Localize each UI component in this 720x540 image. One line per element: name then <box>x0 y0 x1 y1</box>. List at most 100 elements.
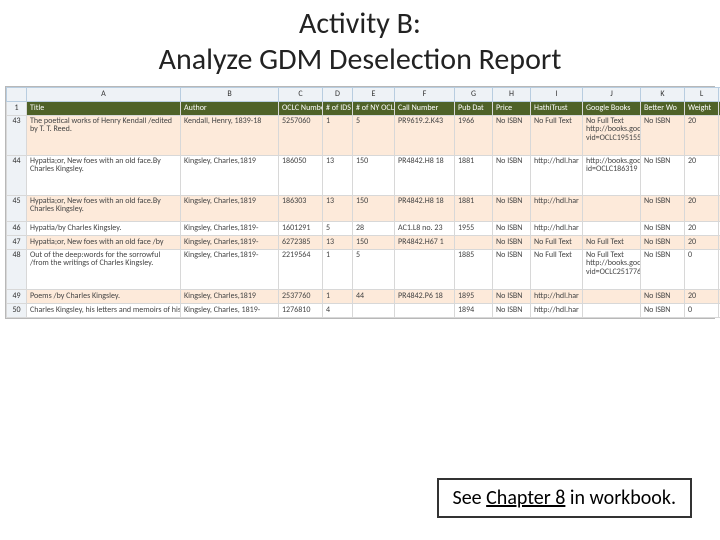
cell[interactable]: Charles Kingsley, his letters and memoir… <box>27 304 181 318</box>
cell[interactable]: No ISBN <box>641 236 685 250</box>
cell[interactable]: Kendall, Henry, 1839-18 <box>181 116 279 156</box>
cell[interactable]: AC1.L8 no. 23 <box>395 222 455 236</box>
row-number[interactable]: 43 <box>7 116 27 156</box>
cell[interactable]: 1885 <box>455 250 493 290</box>
cell[interactable]: 13 <box>323 156 353 196</box>
cell[interactable]: No ISBN <box>493 250 531 290</box>
cell[interactable]: http://books.google.com/books?id=OCLC186… <box>583 156 641 196</box>
cell[interactable]: No ISBN <box>641 304 685 318</box>
cell[interactable]: PR4842.P6 18 <box>395 290 455 304</box>
cell[interactable]: 20 <box>685 236 719 250</box>
cell[interactable]: No ISBN <box>641 250 685 290</box>
row-number[interactable]: 50 <box>7 304 27 318</box>
cell[interactable]: Out of the deep:words for the sorrowful … <box>27 250 181 290</box>
cell[interactable]: Hypatia;or, New foes with an old face.By… <box>27 196 181 222</box>
cell[interactable]: Kingsley, Charles,1819 <box>181 196 279 222</box>
cell[interactable]: http://hdl.har <box>531 156 583 196</box>
row-number[interactable]: 49 <box>7 290 27 304</box>
cell[interactable]: Kingsley, Charles,1819- <box>181 222 279 236</box>
cell[interactable]: Kingsley, Charles,1819- <box>181 250 279 290</box>
cell[interactable]: 186050 <box>279 156 323 196</box>
cell[interactable]: Kingsley, Charles,1819- <box>181 236 279 250</box>
cell[interactable]: http://hdl.har <box>531 222 583 236</box>
cell[interactable]: No ISBN <box>493 196 531 222</box>
row-number[interactable]: 47 <box>7 236 27 250</box>
cell[interactable]: 13 <box>323 196 353 222</box>
cell[interactable]: No ISBN <box>493 222 531 236</box>
cell[interactable]: No Full Text <box>531 236 583 250</box>
cell[interactable]: 150 <box>353 196 395 222</box>
row-number[interactable]: 48 <box>7 250 27 290</box>
cell[interactable]: No ISBN <box>493 290 531 304</box>
cell[interactable]: 20 <box>685 156 719 196</box>
cell[interactable]: 5 <box>353 250 395 290</box>
cell[interactable]: No Full Text http://books.google.com/boo… <box>583 116 641 156</box>
cell[interactable]: Kingsley, Charles,1819 <box>181 290 279 304</box>
row-number[interactable]: 44 <box>7 156 27 196</box>
cell[interactable]: Hypatia/by Charles Kingsley. <box>27 222 181 236</box>
cell[interactable]: PR4842.H67 1 <box>395 236 455 250</box>
cell[interactable]: PR9619.2.K43 <box>395 116 455 156</box>
cell[interactable]: 1 <box>323 290 353 304</box>
cell[interactable]: 1966 <box>455 116 493 156</box>
cell[interactable]: 1601291 <box>279 222 323 236</box>
cell[interactable]: 1881 <box>455 156 493 196</box>
cell[interactable] <box>583 304 641 318</box>
cell[interactable]: 0 <box>685 250 719 290</box>
cell[interactable] <box>583 290 641 304</box>
cell[interactable]: 2219564 <box>279 250 323 290</box>
cell[interactable]: 186303 <box>279 196 323 222</box>
cell[interactable]: No Full Text <box>531 116 583 156</box>
cell[interactable]: 13 <box>323 236 353 250</box>
cell[interactable]: http://hdl.har <box>531 304 583 318</box>
cell[interactable]: http://hdl.har <box>531 290 583 304</box>
cell[interactable]: No ISBN <box>641 116 685 156</box>
cell[interactable]: No ISBN <box>493 236 531 250</box>
cell[interactable] <box>353 304 395 318</box>
cell[interactable]: 1 <box>323 250 353 290</box>
cell[interactable]: 4 <box>323 304 353 318</box>
cell[interactable]: No ISBN <box>493 116 531 156</box>
cell[interactable]: 1895 <box>455 290 493 304</box>
cell[interactable] <box>395 250 455 290</box>
cell[interactable]: The poetical works of Henry Kendall /edi… <box>27 116 181 156</box>
cell[interactable]: No ISBN <box>493 156 531 196</box>
cell[interactable]: Poems /by Charles Kingsley. <box>27 290 181 304</box>
cell[interactable]: Kingsley, Charles,1819 <box>181 156 279 196</box>
cell[interactable]: 6272385 <box>279 236 323 250</box>
cell[interactable]: 5 <box>323 222 353 236</box>
cell[interactable]: 2537760 <box>279 290 323 304</box>
cell[interactable]: 20 <box>685 116 719 156</box>
cell[interactable]: No ISBN <box>641 222 685 236</box>
cell[interactable]: No ISBN <box>641 290 685 304</box>
cell[interactable]: 20 <box>685 196 719 222</box>
cell[interactable]: 1955 <box>455 222 493 236</box>
cell[interactable] <box>583 196 641 222</box>
cell[interactable]: 150 <box>353 156 395 196</box>
cell[interactable]: 1881 <box>455 196 493 222</box>
cell[interactable]: No ISBN <box>493 304 531 318</box>
cell[interactable]: 1276810 <box>279 304 323 318</box>
cell[interactable]: 5257060 <box>279 116 323 156</box>
cell[interactable]: http://hdl.har <box>531 196 583 222</box>
cell[interactable]: Kingsley, Charles, 1819- <box>181 304 279 318</box>
cell[interactable]: 20 <box>685 290 719 304</box>
cell[interactable]: 1 <box>323 116 353 156</box>
cell[interactable]: 1894 <box>455 304 493 318</box>
cell[interactable]: Hypatia;or, New foes with an old face /b… <box>27 236 181 250</box>
cell[interactable] <box>455 236 493 250</box>
cell[interactable] <box>583 222 641 236</box>
row-number[interactable]: 46 <box>7 222 27 236</box>
cell[interactable]: No Full Text http://books.google.com/boo… <box>583 250 641 290</box>
cell[interactable]: No Full Text <box>531 250 583 290</box>
cell[interactable]: PR4842.H8 18 <box>395 156 455 196</box>
row-number[interactable]: 45 <box>7 196 27 222</box>
cell[interactable]: 20 <box>685 222 719 236</box>
cell[interactable]: PR4842.H8 18 <box>395 196 455 222</box>
cell[interactable]: No ISBN <box>641 156 685 196</box>
cell[interactable]: 44 <box>353 290 395 304</box>
cell[interactable]: 5 <box>353 116 395 156</box>
cell[interactable]: 0 <box>685 304 719 318</box>
cell[interactable]: 28 <box>353 222 395 236</box>
cell[interactable]: Hypatia;or, New foes with an old face.By… <box>27 156 181 196</box>
